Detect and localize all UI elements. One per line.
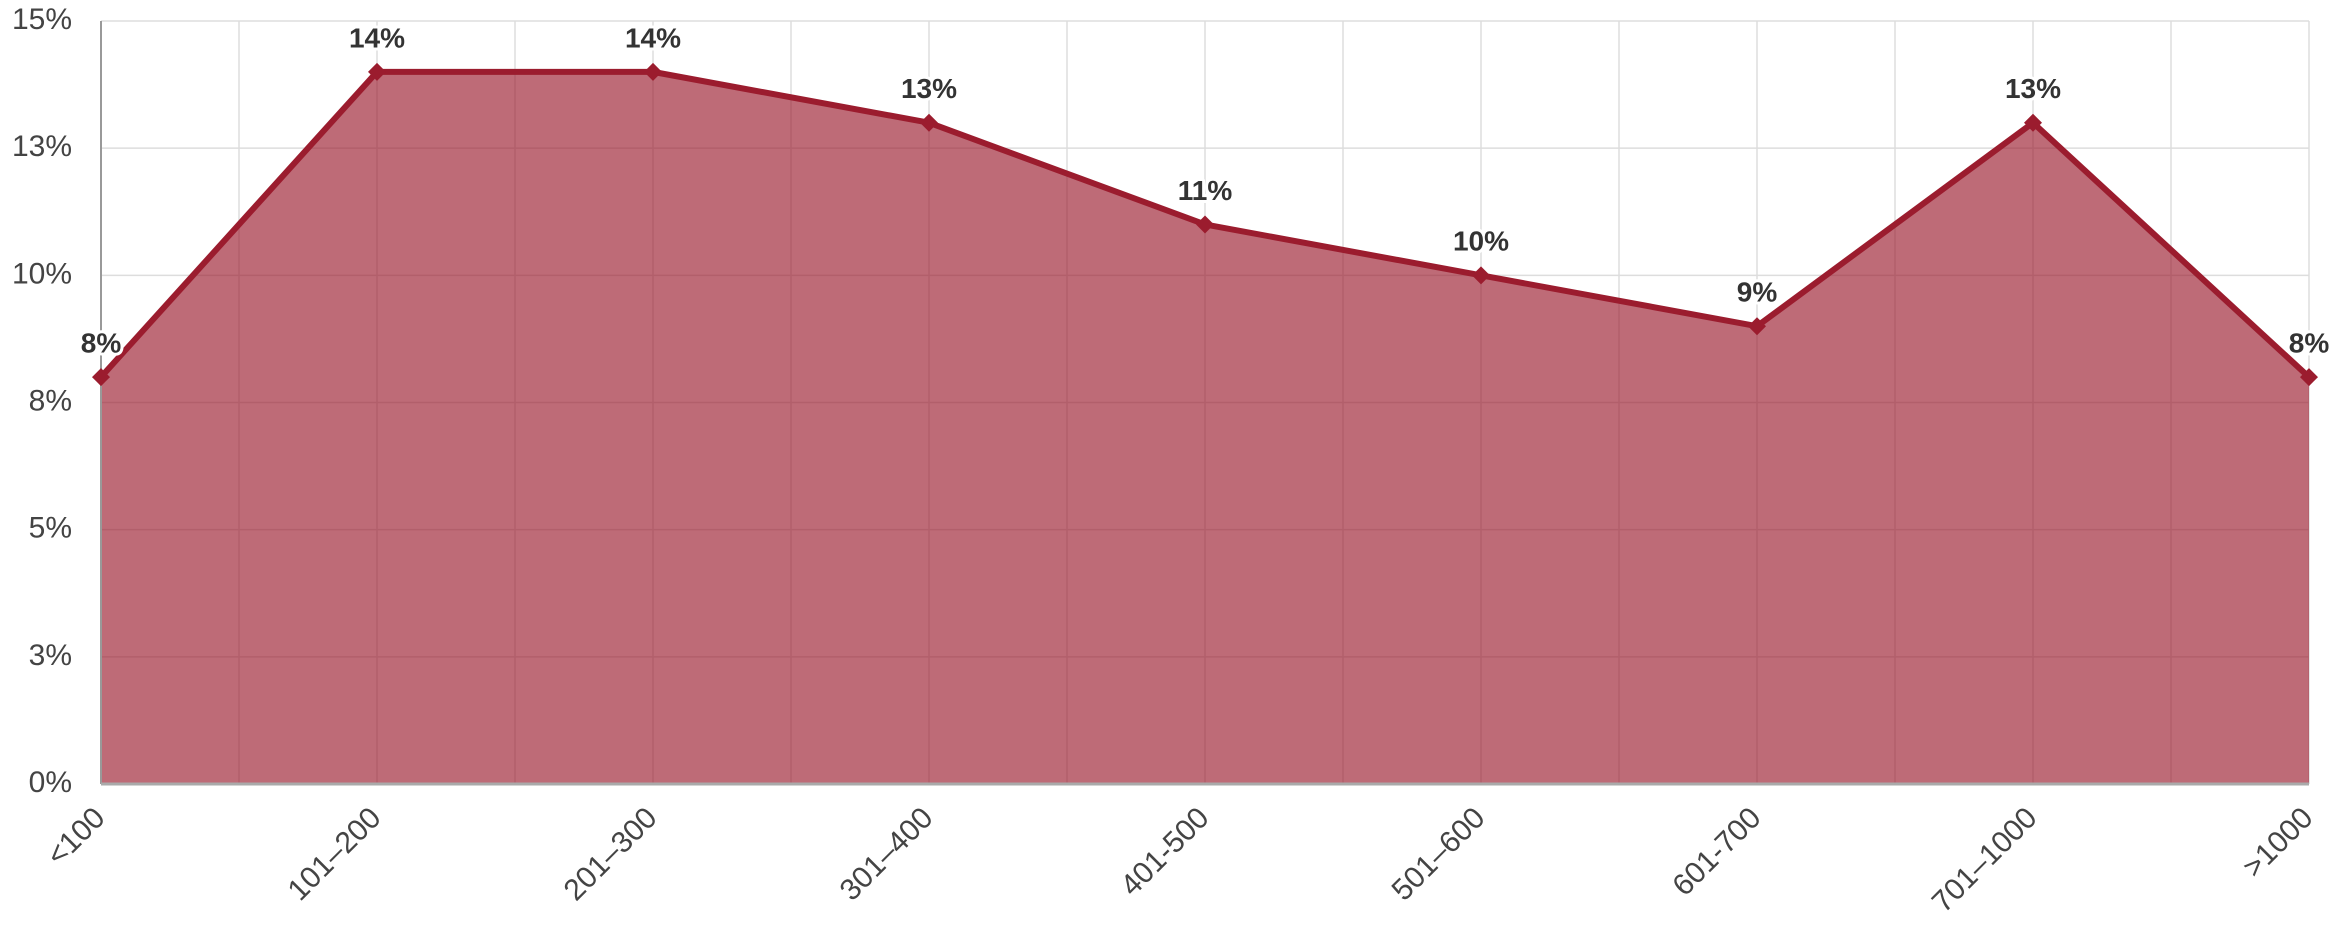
x-tick-label: 301–400 (834, 801, 940, 907)
marker (920, 113, 938, 132)
marker (2300, 368, 2318, 387)
x-tick-label: 501–600 (1386, 801, 1492, 907)
x-tick-label: 401-500 (1114, 801, 1215, 902)
data-label: 8% (2289, 327, 2330, 358)
y-tick-label: 0% (29, 766, 72, 799)
data-label: 9% (1737, 277, 1778, 308)
marker (1196, 215, 1214, 234)
data-label: 10% (1453, 226, 1509, 257)
data-label: 11% (1178, 175, 1233, 206)
marker (2024, 113, 2042, 132)
marker (644, 62, 662, 81)
marker (368, 62, 386, 81)
area (101, 71, 2309, 784)
data-label: 13% (2005, 73, 2061, 104)
marker (1748, 317, 1766, 336)
x-tick-label: >1000 (2237, 801, 2320, 884)
x-tick-label: 101–200 (282, 801, 388, 907)
data-label: 14% (349, 22, 405, 53)
y-tick-label: 8% (29, 384, 72, 417)
y-tick-label: 5% (29, 512, 72, 545)
data-label: 8% (81, 327, 122, 358)
y-tick-label: 13% (12, 130, 72, 163)
x-tick-label: 701–1000 (1926, 801, 2044, 919)
marker (1472, 266, 1490, 285)
y-tick-label: 10% (12, 257, 72, 290)
data-label: 13% (901, 73, 957, 104)
x-tick-label: <100 (40, 801, 111, 872)
y-tick-label: 15% (12, 3, 72, 36)
marker (92, 368, 110, 387)
data-label: 14% (625, 22, 681, 53)
x-tick-label: 201–300 (558, 801, 664, 907)
y-tick-label: 3% (29, 639, 72, 672)
x-tick-label: 601-700 (1666, 801, 1767, 902)
